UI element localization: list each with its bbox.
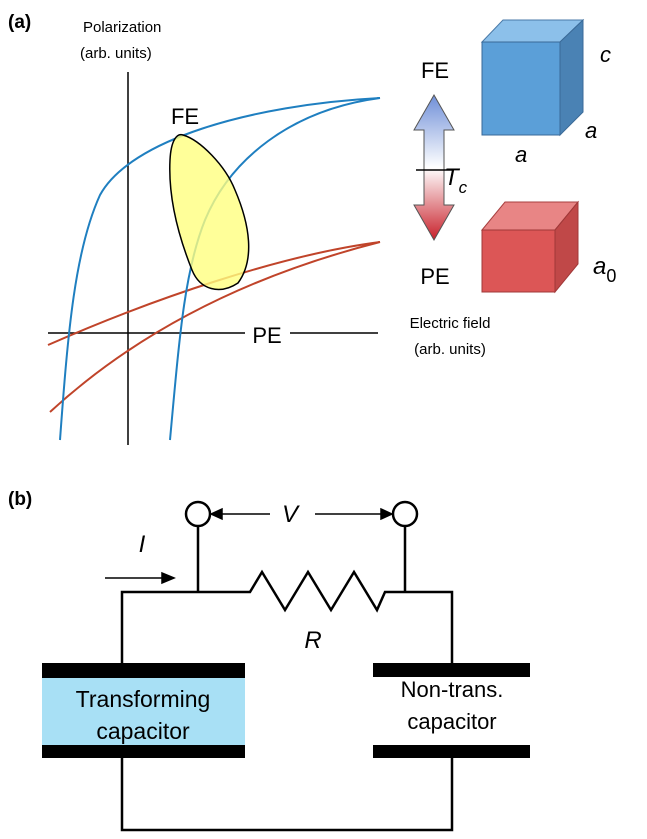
- capacitor-label: Transforming: [76, 686, 211, 712]
- curve-label: PE: [252, 323, 281, 348]
- plate: [373, 745, 530, 758]
- tc-subscript: c: [459, 178, 468, 197]
- cube-front: [481, 41, 561, 136]
- state-label: PE: [420, 264, 449, 289]
- arrowhead: [161, 571, 176, 585]
- axis-label: Electric field: [410, 315, 491, 332]
- panel-label: (b): [8, 489, 32, 510]
- voltage-label: V: [282, 501, 300, 528]
- tc-symbol: T: [444, 164, 461, 191]
- current-label: I: [139, 531, 146, 558]
- state-label: FE: [421, 58, 449, 83]
- edge-subscript: 0: [606, 266, 616, 286]
- edge-label: a: [515, 142, 527, 167]
- edge-label: a0: [593, 253, 616, 286]
- transition-region: [169, 133, 250, 291]
- cube-front: [481, 229, 556, 293]
- edge-symbol: a: [593, 253, 606, 280]
- transition-arrow: [413, 93, 455, 242]
- plate: [373, 663, 530, 677]
- arrowhead: [380, 507, 394, 521]
- circuit: [120, 500, 454, 832]
- curve-label: FE: [171, 104, 199, 129]
- capacitor-label: capacitor: [96, 718, 190, 744]
- edge-label: a: [585, 118, 597, 143]
- axis-label: Polarization: [83, 19, 161, 36]
- axis-label: (arb. units): [414, 341, 486, 358]
- arrowhead: [209, 507, 223, 521]
- wire: [120, 758, 454, 832]
- plate: [42, 663, 245, 678]
- plate: [42, 745, 245, 758]
- panel-label: (a): [8, 12, 31, 33]
- resistor-label: R: [304, 627, 321, 654]
- tc-label: Tc: [444, 164, 468, 197]
- capacitor-label: Non-trans.: [401, 677, 504, 702]
- pe-loop: [47, 241, 381, 413]
- edge-label: c: [600, 42, 611, 67]
- wire-resistor: [120, 569, 454, 665]
- terminal: [391, 500, 419, 528]
- capacitor-label: capacitor: [407, 709, 496, 734]
- arrows: [105, 507, 394, 585]
- dielectric: [42, 678, 245, 745]
- axis-label: (arb. units): [80, 45, 152, 62]
- terminal: [184, 500, 212, 528]
